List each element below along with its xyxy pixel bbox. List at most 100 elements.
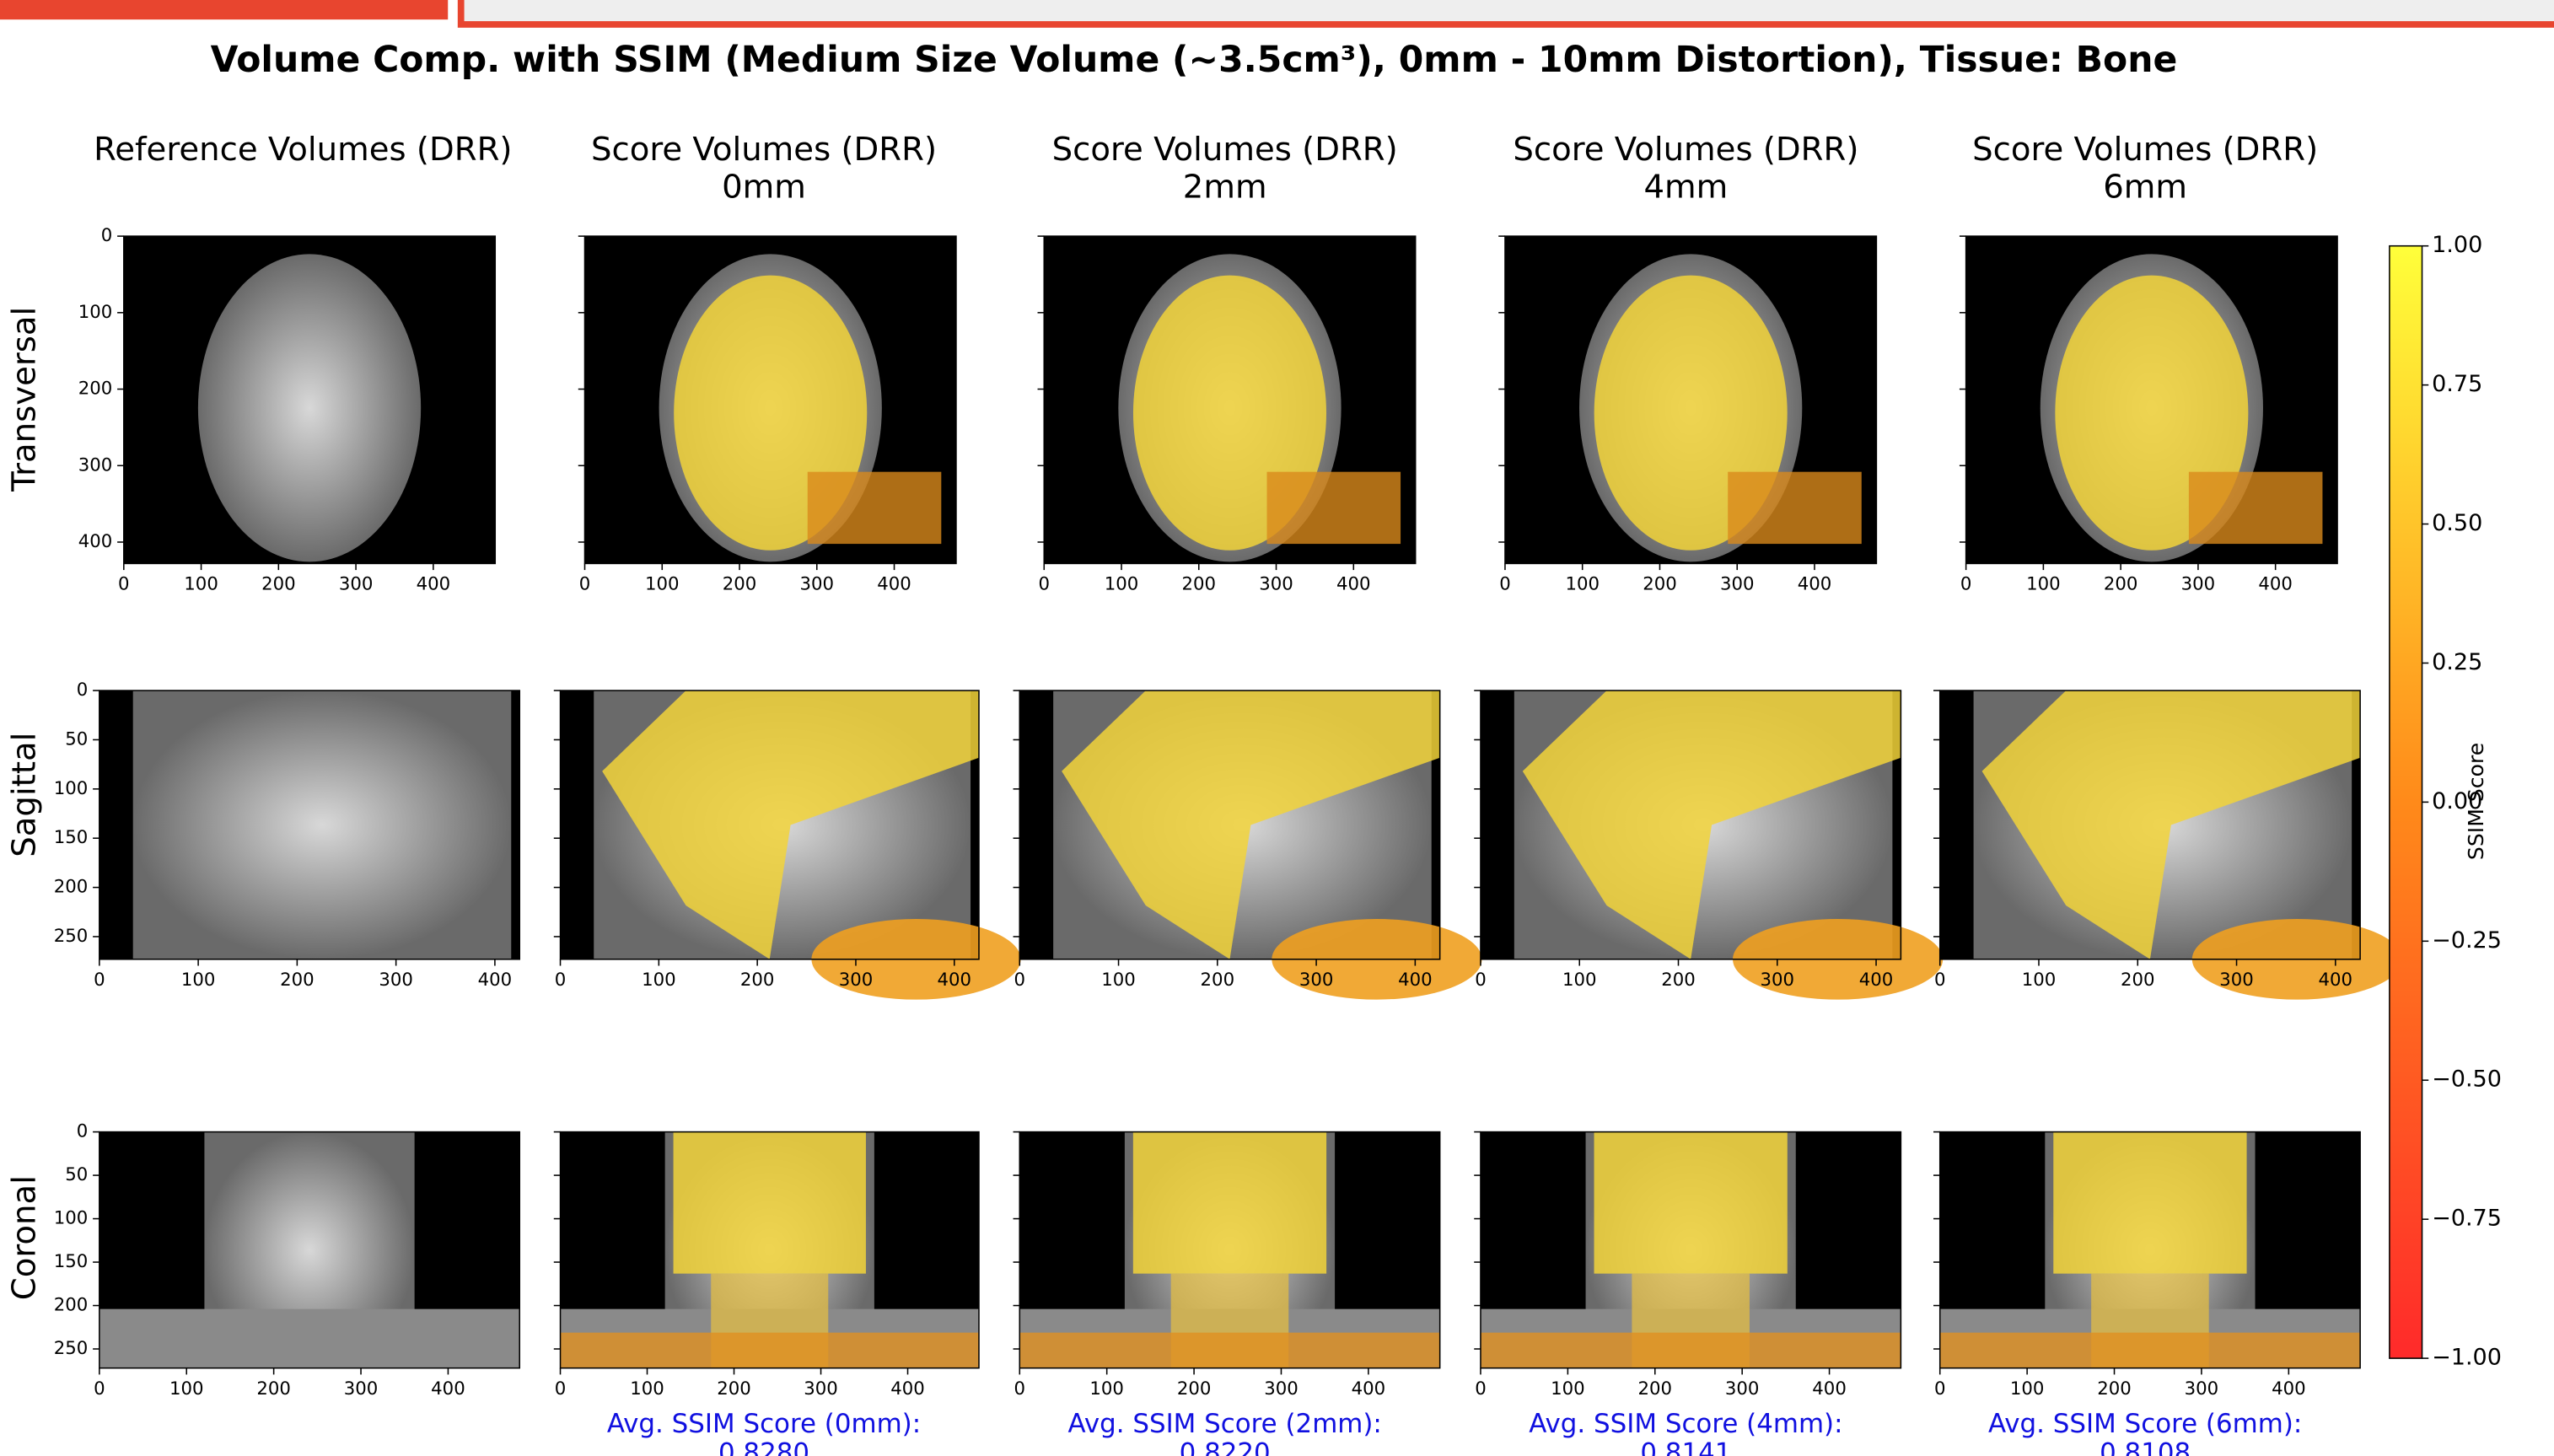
- panel: [1940, 1132, 2360, 1368]
- y-tick-label: 300: [78, 454, 113, 475]
- score-overlay: [1481, 1333, 1901, 1368]
- head-drr: [198, 254, 421, 561]
- x-tick-label: 300: [344, 1378, 379, 1400]
- x-tick-label: 200: [2121, 970, 2155, 991]
- x-tick-label: 300: [800, 574, 835, 595]
- x-tick-label: 200: [1201, 970, 1235, 991]
- score-overlay: [1940, 1333, 2360, 1368]
- x-tick-label: 400: [1398, 970, 1433, 991]
- x-tick-label: 100: [630, 1378, 664, 1400]
- score-overlay: [2053, 1132, 2246, 1274]
- colorbar-tick-label: −0.75: [2432, 1206, 2502, 1232]
- x-tick-label: 300: [2219, 970, 2254, 991]
- y-tick-label: 200: [78, 379, 113, 400]
- x-tick-label: 0: [1014, 970, 1026, 991]
- score-overlay: [1728, 472, 1862, 544]
- x-tick-label: 100: [2026, 574, 2061, 595]
- x-tick-label: 0: [1014, 1378, 1026, 1400]
- row-label: Transversal: [5, 307, 43, 492]
- x-tick-label: 300: [339, 574, 374, 595]
- x-tick-label: 300: [1720, 574, 1755, 595]
- score-value: 0.8280: [718, 1438, 809, 1456]
- y-tick-label: 0: [77, 1121, 89, 1142]
- colorbar-tick-label: −1.00: [2432, 1345, 2502, 1371]
- panel: [585, 236, 956, 563]
- score-overlay: [1267, 472, 1401, 544]
- head-drr: [133, 690, 512, 959]
- x-tick-label: 300: [379, 970, 413, 991]
- colorbar-tick-label: −0.25: [2432, 927, 2502, 954]
- panel: [1481, 1132, 1901, 1368]
- x-tick-label: 100: [1551, 1378, 1585, 1400]
- colorbar-tick-label: 0.75: [2432, 371, 2482, 397]
- column-subtitle: 2mm: [1183, 169, 1267, 207]
- x-tick-label: 100: [2010, 1378, 2045, 1400]
- x-tick-label: 0: [579, 574, 591, 595]
- colorbar-tick-label: 0.50: [2432, 510, 2482, 536]
- x-tick-label: 400: [1812, 1378, 1847, 1400]
- y-tick-label: 0: [77, 680, 89, 701]
- panel: [1044, 236, 1415, 563]
- x-tick-label: 200: [717, 1378, 751, 1400]
- panel: [1019, 1132, 1439, 1368]
- x-tick-label: 300: [2185, 1378, 2219, 1400]
- x-tick-label: 400: [877, 574, 911, 595]
- column-subtitle: 4mm: [1643, 169, 1728, 207]
- x-tick-label: 400: [2319, 970, 2353, 991]
- y-tick-label: 250: [54, 926, 89, 947]
- score-overlay: [1594, 1132, 1788, 1274]
- panel: [1940, 690, 2402, 1000]
- y-tick-label: 200: [54, 877, 89, 898]
- column-title: Score Volumes (DRR): [1052, 131, 1398, 169]
- x-tick-label: 0: [1934, 970, 1946, 991]
- colorbar: [2390, 246, 2422, 1358]
- column-title: Reference Volumes (DRR): [94, 131, 512, 169]
- colorbar-tick-label: −0.50: [2432, 1066, 2502, 1093]
- x-tick-label: 0: [555, 970, 567, 991]
- x-tick-label: 200: [723, 574, 757, 595]
- x-tick-label: 0: [1960, 574, 1972, 595]
- y-tick-label: 0: [101, 225, 113, 246]
- x-tick-label: 200: [256, 1378, 291, 1400]
- x-tick-label: 0: [1039, 574, 1051, 595]
- panel: [561, 1132, 979, 1368]
- x-tick-label: 400: [1859, 970, 1894, 991]
- x-tick-label: 100: [1562, 970, 1597, 991]
- x-tick-label: 400: [2272, 1378, 2306, 1400]
- x-tick-label: 100: [1105, 574, 1139, 595]
- x-tick-label: 100: [2022, 970, 2057, 991]
- score-value: 0.8220: [1180, 1438, 1271, 1456]
- column-subtitle: 6mm: [2103, 169, 2187, 207]
- x-tick-label: 300: [1725, 1378, 1760, 1400]
- panel: [99, 690, 519, 959]
- y-tick-label: 50: [65, 728, 88, 749]
- score-overlay: [2189, 472, 2323, 544]
- page: { "title": "Volume Comp. with SSIM (Medi…: [0, 0, 2554, 1456]
- shoulders-drr: [99, 1309, 519, 1368]
- score-overlay: [1133, 1132, 1326, 1274]
- x-tick-label: 100: [181, 970, 216, 991]
- x-tick-label: 400: [938, 970, 972, 991]
- x-tick-label: 100: [1089, 1378, 1124, 1400]
- y-tick-label: 100: [78, 302, 113, 323]
- x-tick-label: 400: [1352, 1378, 1386, 1400]
- x-tick-label: 300: [1259, 574, 1293, 595]
- row-label: Sagittal: [5, 733, 43, 857]
- x-tick-label: 200: [1638, 1378, 1673, 1400]
- x-tick-label: 100: [169, 1378, 204, 1400]
- x-tick-label: 400: [2258, 574, 2293, 595]
- y-tick-label: 200: [54, 1295, 89, 1316]
- x-tick-label: 100: [645, 574, 680, 595]
- x-tick-label: 0: [94, 970, 105, 991]
- figure-title: Volume Comp. with SSIM (Medium Size Volu…: [211, 40, 2178, 81]
- score-overlay: [808, 472, 942, 544]
- column-title: Score Volumes (DRR): [1972, 131, 2318, 169]
- y-tick-label: 150: [54, 1251, 89, 1272]
- x-tick-label: 400: [417, 574, 451, 595]
- x-tick-label: 0: [118, 574, 130, 595]
- x-tick-label: 200: [1661, 970, 1696, 991]
- top-bar: [461, 0, 2554, 24]
- x-tick-label: 0: [1934, 1378, 1946, 1400]
- y-tick-label: 100: [54, 1208, 89, 1229]
- x-tick-label: 200: [2097, 1378, 2132, 1400]
